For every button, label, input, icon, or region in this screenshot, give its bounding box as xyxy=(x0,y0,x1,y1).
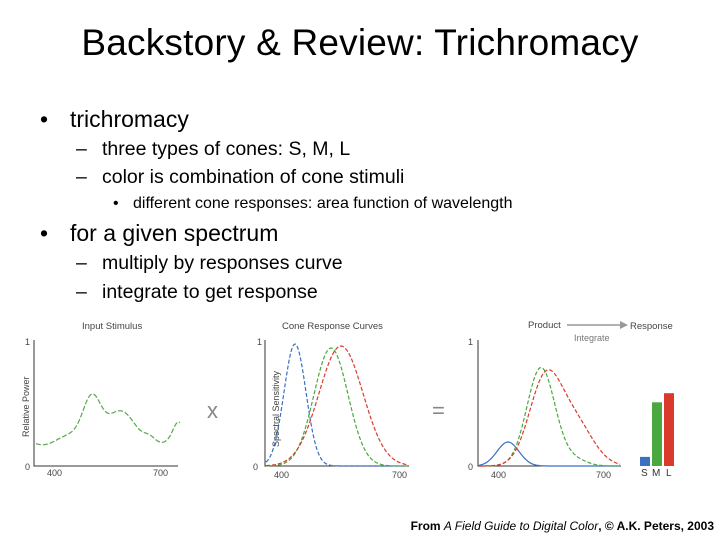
response-label-m: M xyxy=(652,468,660,479)
equals-operator: = xyxy=(432,398,445,423)
trichromacy-figure: Input Stimulus Relative Power 1 0 400 70… xyxy=(21,320,674,480)
cone-m-curve xyxy=(266,347,408,467)
sub-bullet-cone-stimuli: color is combination of cone stimuli xyxy=(102,166,405,188)
dash-glyph: – xyxy=(76,138,87,160)
dash-glyph: – xyxy=(76,281,87,303)
product-arrow-head xyxy=(620,321,628,329)
sub-bullet-cone-types: three types of cones: S, M, L xyxy=(102,138,351,160)
sub-bullet-multiply: multiply by responses curve xyxy=(102,252,343,274)
panel2-title: Cone Response Curves xyxy=(282,321,383,332)
product-s-curve xyxy=(478,441,620,467)
panel2-ytick-1: 1 xyxy=(257,337,262,347)
dash-glyph: – xyxy=(76,252,87,274)
panel1-ytick-1: 1 xyxy=(25,337,30,347)
bullet-given-spectrum: for a given spectrum xyxy=(70,220,279,246)
sub-sub-bullet-responses: different cone responses: area function … xyxy=(133,195,513,212)
panel2-xtick-400: 400 xyxy=(274,470,289,480)
response-bar-m xyxy=(652,402,662,466)
slide-title: Backstory & Review: Trichromacy xyxy=(81,22,639,63)
sub-bullet-integrate: integrate to get response xyxy=(102,281,318,303)
panel3-title-response: Response xyxy=(630,321,673,332)
panel3-xtick-400: 400 xyxy=(491,470,506,480)
panel2-ylabel: Spectral Sensitivity xyxy=(271,370,281,447)
panel3-xtick-700: 700 xyxy=(596,470,611,480)
panel3-title-product: Product xyxy=(528,320,561,331)
panel1-xtick-400: 400 xyxy=(47,468,62,478)
cone-s-curve xyxy=(265,343,408,467)
bullet-trichromacy: trichromacy xyxy=(70,106,189,132)
stimulus-curve xyxy=(35,393,181,446)
figure-credit: From A Field Guide to Digital Color, © A… xyxy=(410,519,714,533)
credit-book-title: A Field Guide to Digital Color xyxy=(443,519,599,533)
product-l-curve xyxy=(479,369,621,467)
dash-glyph: – xyxy=(76,166,87,188)
response-label-s: S xyxy=(641,468,648,479)
bullet-glyph: • xyxy=(40,220,49,246)
panel1-ytick-0: 0 xyxy=(25,462,30,472)
bullet-glyph: • xyxy=(113,195,119,212)
panel1-axes xyxy=(33,340,178,467)
bullet-glyph: • xyxy=(40,106,49,132)
panel1-ylabel: Relative Power xyxy=(21,376,31,437)
panel1-title: Input Stimulus xyxy=(82,321,142,332)
response-label-l: L xyxy=(666,468,672,479)
panel3-title-integrate: Integrate xyxy=(574,333,610,343)
response-bar-l xyxy=(664,393,674,466)
panel3-axes xyxy=(477,340,621,467)
panel3-ytick-0: 0 xyxy=(468,462,473,472)
response-bar-s xyxy=(640,456,650,466)
times-operator: x xyxy=(207,398,218,423)
cone-l-curve xyxy=(266,345,409,467)
panel1-xtick-700: 700 xyxy=(153,468,168,478)
panel3-ytick-1: 1 xyxy=(468,337,473,347)
product-m-curve xyxy=(479,366,620,467)
panel2-ytick-0: 0 xyxy=(253,462,258,472)
panel2-axes xyxy=(264,340,409,467)
panel2-xtick-700: 700 xyxy=(392,470,407,480)
